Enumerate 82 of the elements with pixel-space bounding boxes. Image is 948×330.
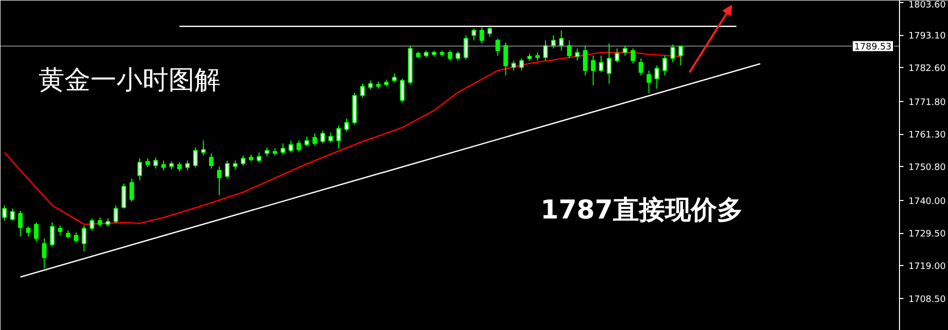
candlestick (614, 48, 620, 63)
candlestick (161, 160, 166, 171)
candlestick (264, 146, 270, 157)
candlestick (328, 132, 333, 143)
candlestick (50, 222, 54, 247)
annotation: 1787直接现价多 (540, 196, 743, 226)
candlestick (10, 208, 15, 222)
candlestick (480, 27, 484, 44)
candlestick (153, 156, 158, 170)
candlestick (34, 222, 39, 242)
candlestick (400, 78, 405, 104)
candlestick (392, 72, 397, 83)
candlestick (312, 132, 318, 146)
candlestick (543, 40, 548, 62)
ref-line-label: 1789.53 (854, 42, 892, 53)
candlestick (622, 45, 628, 56)
candlestick (18, 210, 23, 237)
y-tick-label: 1708.50 (908, 294, 946, 305)
candlestick (662, 55, 668, 76)
candlestick (224, 160, 230, 180)
y-tick-label: 1793.10 (908, 32, 946, 42)
candlestick (114, 204, 118, 224)
candlestick (201, 140, 206, 156)
candlestick (216, 166, 222, 196)
candlestick (590, 55, 596, 86)
candlestick (280, 142, 286, 156)
candlestick (630, 48, 636, 64)
candlestick (90, 218, 94, 232)
candlestick (495, 38, 500, 56)
candlestick (646, 70, 652, 94)
candlestick (256, 152, 262, 163)
candlestick (320, 130, 325, 144)
candlestick (638, 58, 644, 76)
candlestick (240, 155, 246, 166)
candlestick (193, 146, 198, 168)
candlestick (288, 140, 294, 153)
candlestick (575, 48, 580, 62)
candlestick (448, 50, 452, 62)
candlestick (344, 118, 349, 132)
y-tick-label: 1803.60 (908, 0, 946, 10)
y-tick-label: 1750.80 (908, 163, 946, 174)
candlestick (503, 42, 508, 76)
candlestick (654, 64, 660, 90)
candlestick (559, 30, 564, 52)
candlestick (336, 125, 341, 149)
candlestick (678, 45, 684, 66)
candlestick (177, 162, 182, 172)
candlestick (511, 60, 516, 72)
candlestick (551, 34, 556, 49)
candlestick (145, 158, 150, 168)
candlestick (232, 160, 238, 170)
candlestick (464, 34, 468, 60)
candlestick (26, 226, 31, 237)
candlestick (122, 183, 126, 209)
y-tick-label: 1761.30 (908, 130, 946, 141)
annotation: 黄金一小时图解 (38, 66, 220, 96)
candlestick (582, 45, 588, 76)
y-tick-label: 1719.00 (908, 262, 946, 272)
y-tick-label: 1729.50 (908, 230, 946, 240)
candlestick (137, 158, 142, 181)
candlestick (82, 225, 86, 252)
y-tick-label: 1782.60 (908, 64, 946, 74)
candlestick (567, 40, 572, 59)
candlestick (360, 83, 365, 98)
candlestick (598, 55, 604, 73)
candlestick (296, 140, 302, 152)
candlestick (209, 152, 214, 170)
candlestick (129, 178, 134, 202)
y-tick-label: 1771.80 (908, 98, 946, 108)
candlestick (670, 44, 676, 63)
candlestick (304, 136, 310, 148)
candlestick (519, 58, 524, 72)
candlestick (606, 42, 612, 84)
candlestick (185, 160, 190, 171)
candlestick (58, 225, 62, 236)
candlestick (74, 232, 78, 243)
candlestick (98, 216, 102, 228)
y-tick-label: 1740.00 (908, 196, 946, 207)
candlestick (456, 51, 460, 62)
candlestick (368, 80, 373, 90)
candlestick (2, 204, 7, 222)
candlestick (42, 238, 47, 270)
